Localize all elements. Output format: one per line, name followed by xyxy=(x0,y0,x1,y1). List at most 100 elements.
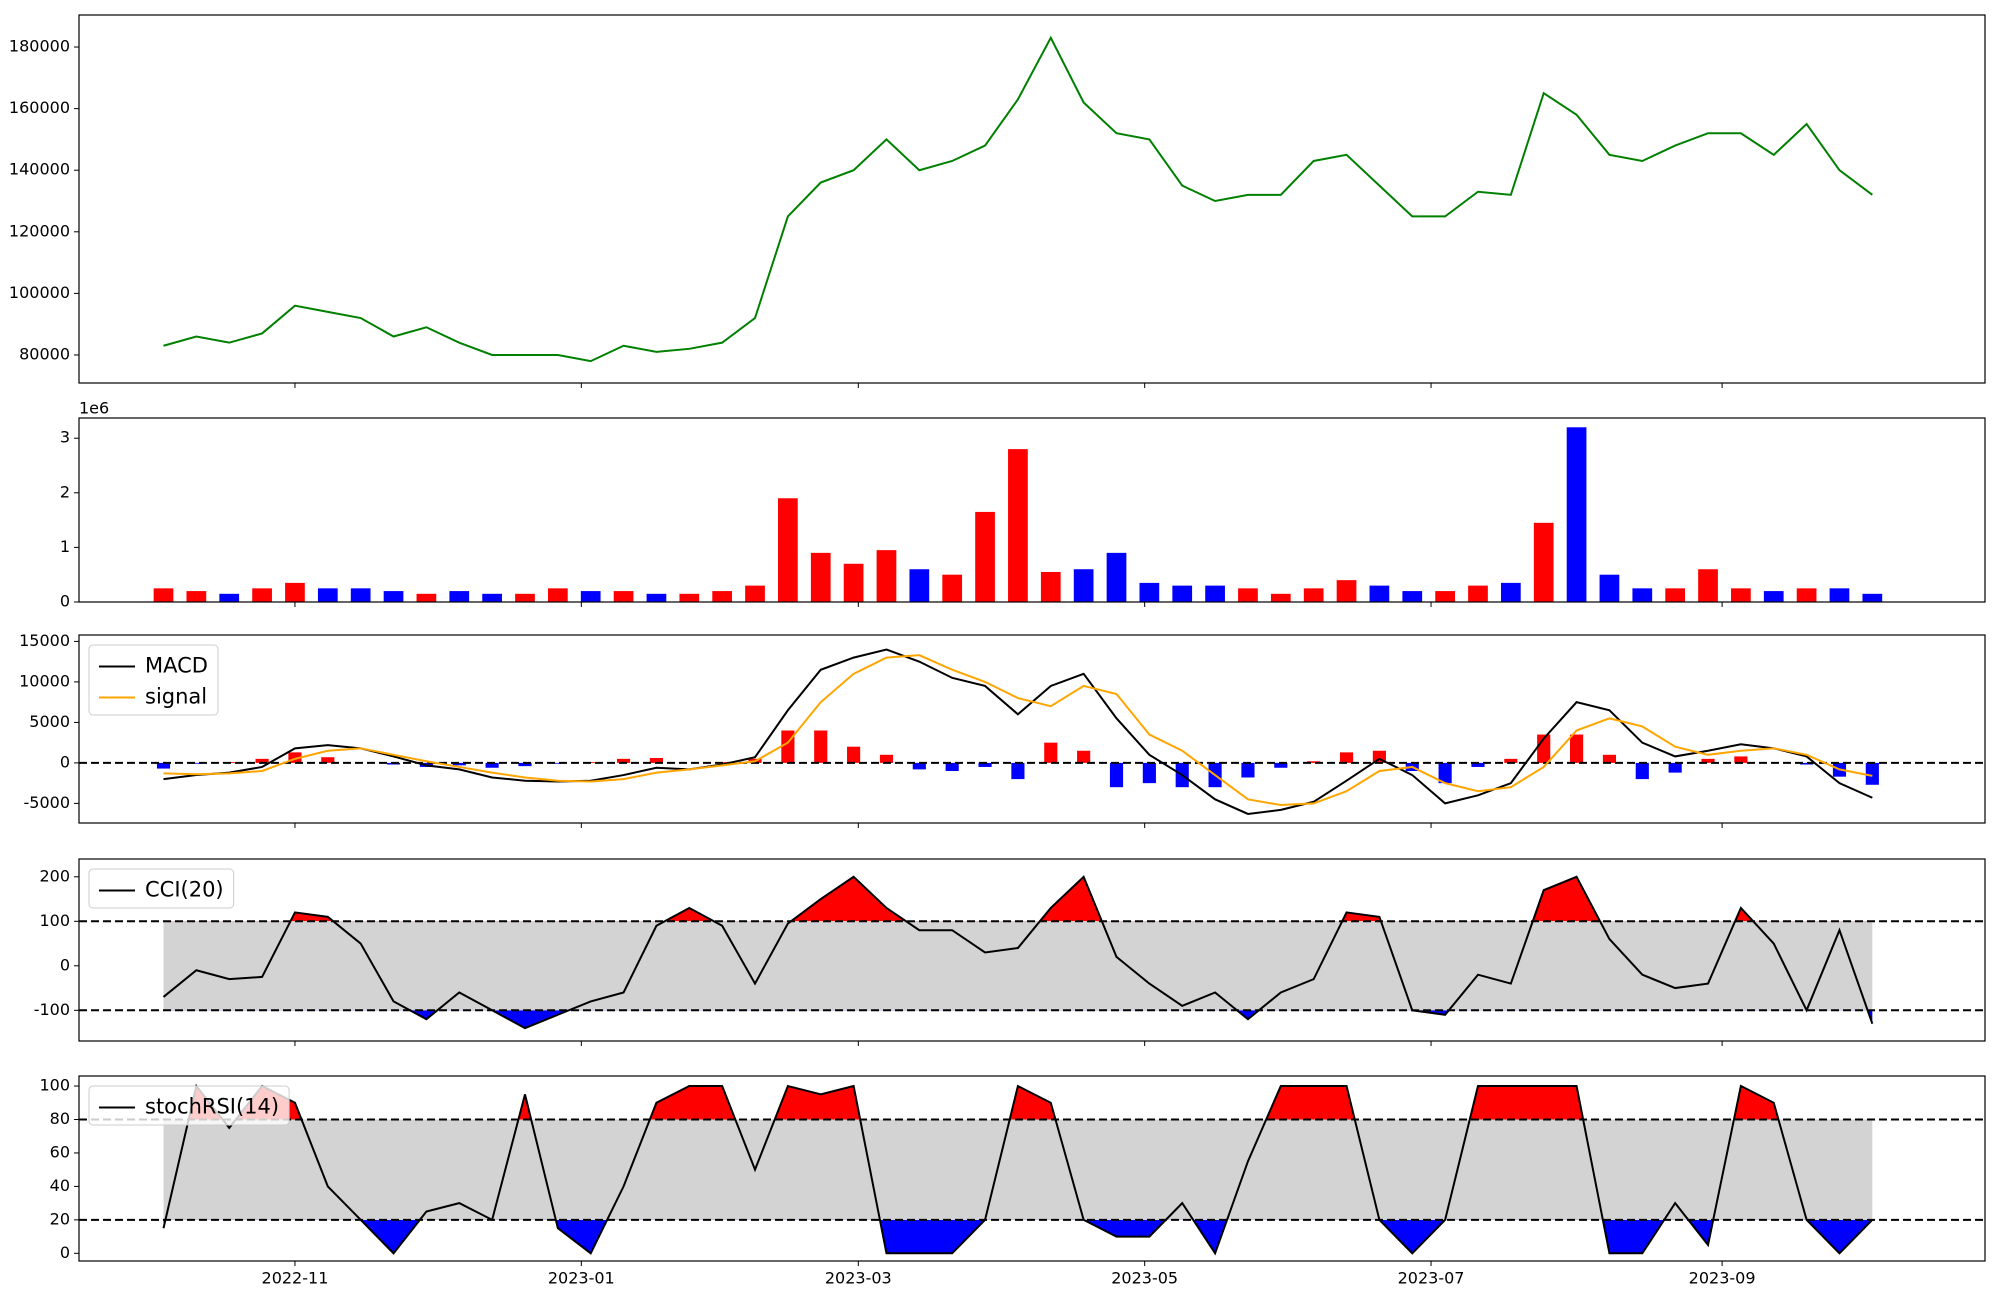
volume-bar xyxy=(1402,591,1423,602)
y-tick-label: 160000 xyxy=(9,98,70,117)
volume-bar xyxy=(1632,588,1653,602)
y-tick-label: 100 xyxy=(39,1076,70,1095)
histogram-bar xyxy=(1471,762,1485,767)
price-line xyxy=(163,35,1873,363)
neutral-band xyxy=(163,1119,1873,1220)
y-tick-label: 200 xyxy=(39,866,70,885)
volume-bar xyxy=(876,550,897,602)
volume-bar xyxy=(350,588,371,602)
histogram-bar xyxy=(1865,762,1879,785)
y-tick-label: 60 xyxy=(50,1142,70,1161)
histogram-bar xyxy=(1800,762,1814,765)
volume-bar xyxy=(416,593,437,602)
y-tick-label: 1 xyxy=(60,537,70,556)
volume-bar xyxy=(449,591,470,602)
histogram-bar xyxy=(288,752,302,763)
y-tick-label: 5000 xyxy=(29,712,70,731)
x-tick-label: 2023-07 xyxy=(1398,1269,1465,1288)
volume-bar xyxy=(613,591,634,602)
y-tick-label: 0 xyxy=(60,955,70,974)
volume-bar xyxy=(219,593,240,602)
volume-bar xyxy=(317,588,338,602)
volume-bar xyxy=(1665,588,1686,602)
volume-bar xyxy=(909,569,930,602)
histogram-bar xyxy=(255,758,269,763)
x-tick-label: 2023-03 xyxy=(825,1269,892,1288)
histogram-bar xyxy=(1635,762,1649,780)
volume-bar xyxy=(515,593,535,602)
legend-label: MACD xyxy=(145,654,208,678)
offset-label: 1e6 xyxy=(79,399,109,418)
y-tick-label: 10000 xyxy=(19,671,70,690)
volume-bar xyxy=(1205,585,1225,602)
volume-bar xyxy=(1763,591,1784,602)
histogram-bar xyxy=(1339,752,1354,763)
volume-bar xyxy=(1468,585,1488,602)
y-tick-label: 0 xyxy=(60,592,70,611)
volume-bar xyxy=(712,591,733,602)
y-tick-label: -5000 xyxy=(24,793,71,812)
y-tick-label: 100 xyxy=(39,911,70,930)
plot-frame xyxy=(78,858,1986,1042)
volume-bar xyxy=(1139,582,1160,602)
volume-bar xyxy=(285,582,305,602)
histogram-bar xyxy=(518,762,532,767)
histogram-bar xyxy=(847,746,861,763)
histogram-bar xyxy=(1044,742,1058,763)
volume-bar xyxy=(778,498,798,602)
volume-bar xyxy=(1040,571,1061,602)
histogram-bar xyxy=(189,762,203,764)
histogram-bar xyxy=(945,762,959,771)
histogram-bar xyxy=(156,762,171,769)
y-tick-label: 0 xyxy=(60,752,70,771)
volume-bar xyxy=(646,593,667,602)
volume-bar xyxy=(1303,588,1324,602)
volume-bar xyxy=(843,563,864,602)
volume-bar xyxy=(1270,593,1291,602)
y-tick-label: 3 xyxy=(60,428,70,447)
histogram-bar xyxy=(1701,758,1715,763)
histogram-bar xyxy=(912,762,926,770)
volume-bar xyxy=(975,511,995,602)
y-tick-label: 0 xyxy=(60,1243,70,1262)
volume-bar xyxy=(482,593,502,602)
y-tick-label: 2 xyxy=(60,482,70,501)
volume-bar xyxy=(580,591,601,602)
volume-bar xyxy=(1500,582,1521,602)
y-tick-label: 80 xyxy=(50,1109,70,1128)
volume-bar xyxy=(745,585,765,602)
histogram-bar xyxy=(1438,762,1452,784)
histogram-bar xyxy=(1241,762,1255,778)
neutral-band xyxy=(163,921,1873,1011)
histogram-bar xyxy=(1011,762,1025,780)
indicator-line xyxy=(163,648,1873,815)
y-tick-label: 40 xyxy=(50,1176,70,1195)
volume-bar xyxy=(252,588,272,602)
legend-label: signal xyxy=(145,685,207,709)
x-tick-label: 2022-11 xyxy=(262,1269,329,1288)
plot-frame xyxy=(78,14,1986,384)
volume-bar xyxy=(547,588,568,602)
histogram-bar xyxy=(978,762,992,767)
y-tick-label: -100 xyxy=(34,1000,70,1019)
indicator-line xyxy=(162,1083,1874,1256)
volume-bar xyxy=(1566,427,1587,602)
volume-bar xyxy=(1008,449,1028,602)
volume-bar xyxy=(1336,580,1357,602)
histogram-bar xyxy=(1274,762,1288,768)
volume-bar xyxy=(153,588,174,602)
volume-bar xyxy=(186,591,207,602)
histogram-bar xyxy=(879,754,894,763)
volume-bar xyxy=(810,552,831,602)
histogram-bar xyxy=(1734,756,1748,763)
volume-bar xyxy=(1796,588,1817,602)
y-tick-label: 20 xyxy=(50,1209,70,1228)
plot-frame xyxy=(78,1075,1986,1262)
histogram-bar xyxy=(1569,734,1584,763)
legend-box xyxy=(88,1085,290,1126)
volume-bar xyxy=(1829,588,1850,602)
volume-bar xyxy=(1435,591,1455,602)
volume-bar xyxy=(1533,522,1554,602)
volume-bar xyxy=(679,593,700,602)
